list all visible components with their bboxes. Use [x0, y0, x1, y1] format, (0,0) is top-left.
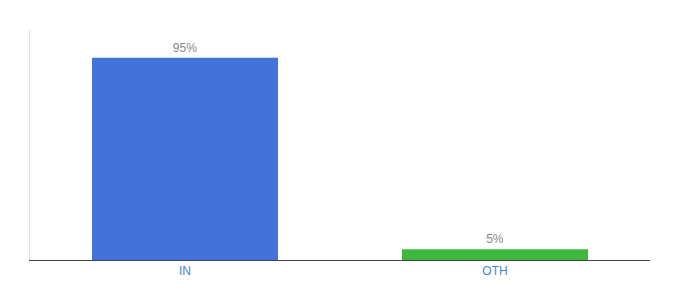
svg-text:95%: 95%: [173, 41, 197, 55]
svg-text:IN: IN: [179, 264, 191, 278]
svg-text:5%: 5%: [486, 232, 504, 246]
svg-text:OTH: OTH: [482, 264, 507, 278]
